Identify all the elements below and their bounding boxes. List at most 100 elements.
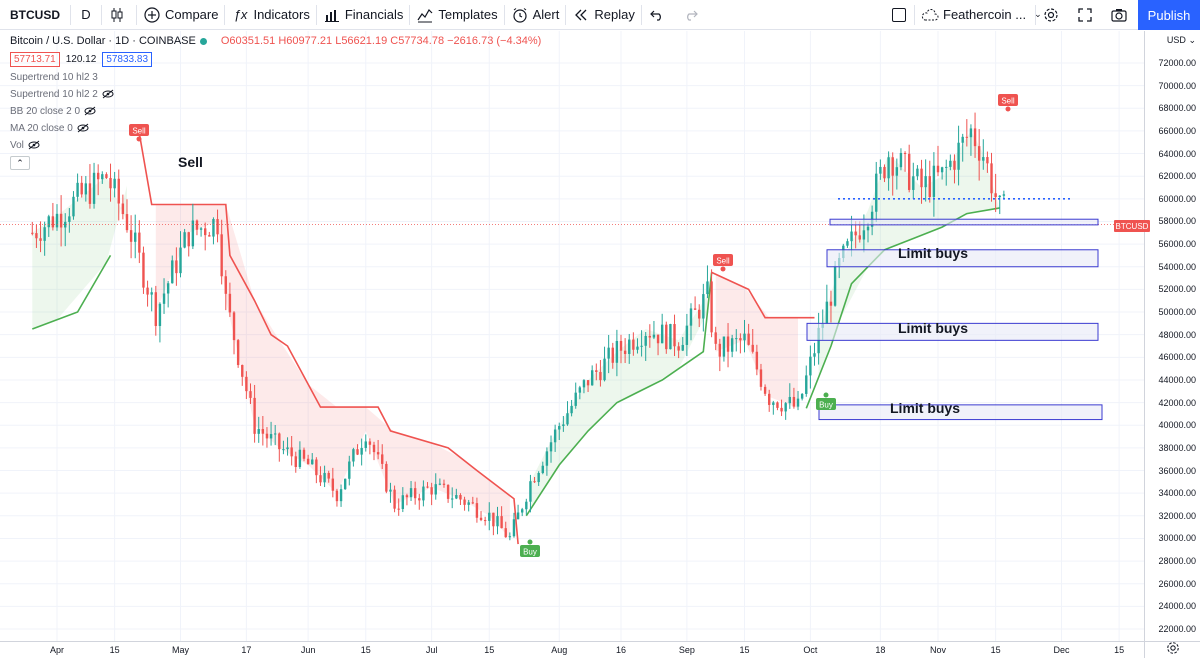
candle-up xyxy=(636,346,639,350)
buy-price-button[interactable]: 57833.83 xyxy=(102,52,153,67)
candle-down xyxy=(224,276,227,294)
chevron-down-icon: ⌄ xyxy=(1034,9,1042,19)
candle-down xyxy=(586,380,590,386)
candle-down xyxy=(693,308,697,310)
indicator-supertrend-3[interactable]: Supertrend 10 hl2 3 xyxy=(10,70,541,84)
interval-button[interactable]: D xyxy=(81,7,91,22)
top-toolbar: BTCUSD D Compare ƒx Indicators Financial… xyxy=(0,0,1200,30)
buy-signal-label[interactable]: Buy xyxy=(520,539,540,558)
candle-down xyxy=(204,228,207,236)
templates-icon xyxy=(416,6,434,24)
candle-up xyxy=(72,196,75,217)
indicator-vol[interactable]: Vol xyxy=(10,138,541,152)
indicator-label: Vol xyxy=(10,139,24,151)
candle-down xyxy=(977,146,981,161)
candle-down xyxy=(780,407,783,412)
price-scale[interactable]: USD ⌄ 72000.00 70000.00 68000.00 66000.00 64… xyxy=(1144,31,1200,641)
eye-hidden-icon[interactable] xyxy=(77,123,89,133)
symbol-search-button[interactable]: BTCUSD xyxy=(10,7,60,22)
financials-button[interactable]: Financials xyxy=(317,0,410,30)
indicators-button[interactable]: ƒx Indicators xyxy=(225,0,315,30)
time-tick-label: May xyxy=(171,645,190,655)
toolbar-divider xyxy=(101,4,102,25)
candle-down xyxy=(376,452,380,455)
candle-down xyxy=(829,301,833,306)
undo-button[interactable] xyxy=(642,0,676,30)
templates-button[interactable]: Templates xyxy=(410,0,503,30)
eye-hidden-icon[interactable] xyxy=(28,140,40,150)
fx-icon: ƒx xyxy=(233,7,248,22)
currency-select[interactable]: USD ⌄ xyxy=(1167,35,1196,46)
time-axis[interactable]: Apr 15 May 17 Jun 15 Jul 15 Aug 16 Sep 15 Oct 18 Nov 15… xyxy=(0,641,1144,658)
eye-hidden-icon[interactable] xyxy=(84,106,96,116)
spread-value: 120.12 xyxy=(65,54,97,65)
candle-up xyxy=(681,344,684,351)
candle-down xyxy=(726,336,730,352)
candle-down xyxy=(533,481,536,483)
snapshot-button[interactable] xyxy=(1104,0,1138,30)
alert-button[interactable]: Alert xyxy=(505,0,566,30)
chart-settings-button[interactable] xyxy=(1036,0,1070,30)
chart-legend: Bitcoin / U.S. Dollar · 1D · COINBASE O6… xyxy=(10,35,541,170)
replay-button[interactable]: Replay xyxy=(566,0,640,30)
add-circle-icon xyxy=(143,6,161,24)
candle-up xyxy=(899,152,903,168)
currency-label: USD xyxy=(1166,35,1186,45)
price-tick-label: 22000.00 xyxy=(1158,624,1196,634)
candle-down xyxy=(973,128,977,147)
candle-down xyxy=(891,157,894,176)
sell-signal-label[interactable]: Sell xyxy=(129,124,149,142)
chart-style-button[interactable] xyxy=(102,0,136,30)
axis-settings-button[interactable] xyxy=(1144,641,1200,658)
candle-up xyxy=(162,293,166,304)
candle-up xyxy=(537,473,540,483)
candle-up xyxy=(805,375,808,394)
candle-up xyxy=(940,167,944,173)
indicator-supertrend-2[interactable]: Supertrend 10 hl2 2 xyxy=(10,87,541,101)
layout-name-button[interactable]: Feathercoin ... ⌄ xyxy=(915,0,1042,30)
fullscreen-button[interactable] xyxy=(1070,0,1104,30)
toolbar-divider xyxy=(315,4,317,25)
eye-hidden-icon[interactable] xyxy=(102,89,114,99)
candle-up xyxy=(55,213,59,228)
buy-signal-label[interactable]: Buy xyxy=(816,392,836,411)
candle-down xyxy=(31,232,34,234)
collapse-legend-button[interactable]: ⌃ xyxy=(10,156,30,170)
camera-icon xyxy=(1110,6,1128,24)
candle-down xyxy=(920,168,923,188)
candle-up xyxy=(549,442,553,452)
candle-down xyxy=(714,332,717,344)
redo-button[interactable] xyxy=(676,0,710,30)
signal-badge xyxy=(713,254,733,266)
legend-title: Bitcoin / U.S. Dollar · 1D · COINBASE xyxy=(10,35,196,47)
candle-up xyxy=(323,472,326,483)
price-tick-label: 50000.00 xyxy=(1158,307,1196,318)
candle-down xyxy=(953,160,956,170)
supertrend-down-line xyxy=(138,133,519,545)
candle-down xyxy=(261,429,265,434)
signal-dot xyxy=(1005,106,1011,112)
price-tick-label: 48000.00 xyxy=(1158,329,1196,340)
time-tick-label: 16 xyxy=(615,645,627,655)
supertrend-up-line xyxy=(32,254,112,330)
limit-buy-label: Limit buys xyxy=(898,245,968,261)
indicator-bb[interactable]: BB 20 close 2 0 xyxy=(10,104,541,118)
candle-up xyxy=(590,370,594,386)
publish-button[interactable]: Publish xyxy=(1138,0,1200,30)
indicator-ma[interactable]: MA 20 close 0 xyxy=(10,121,541,135)
candle-up xyxy=(92,172,96,204)
sell-price-button[interactable]: 57713.71 xyxy=(10,52,60,67)
candle-up xyxy=(706,281,709,295)
candle-up xyxy=(113,178,116,189)
price-chart[interactable]: Limit buys Limit buys Limit buys Sell Sell Se… xyxy=(0,31,1144,641)
candle-down xyxy=(611,347,614,363)
time-tick-label: 18 xyxy=(875,645,886,655)
candle-down xyxy=(220,234,223,277)
compare-button[interactable]: Compare xyxy=(137,0,224,30)
select-layout-button[interactable] xyxy=(884,0,914,30)
sell-signal-label[interactable]: Sell xyxy=(998,94,1018,112)
candle-up xyxy=(846,241,849,246)
candle-up xyxy=(796,398,800,407)
candle-up xyxy=(702,294,705,319)
sell-signal-label[interactable]: Sell xyxy=(713,254,733,272)
